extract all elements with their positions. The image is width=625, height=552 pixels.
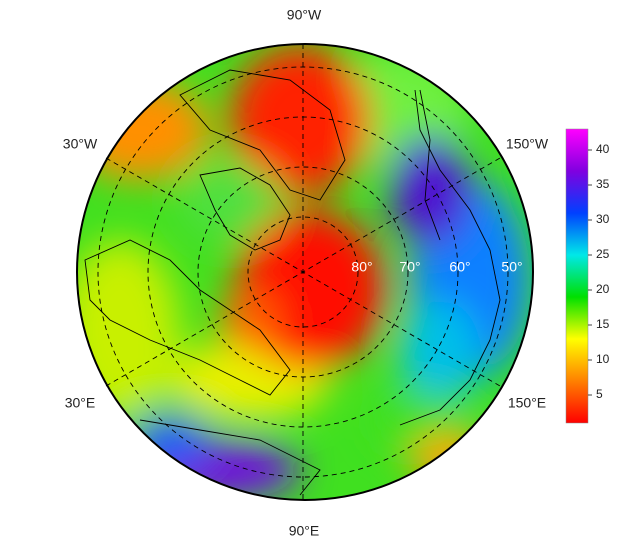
lat-label: 60°	[449, 259, 470, 275]
lon-label: 90°E	[289, 523, 320, 539]
lat-label: 70°	[399, 259, 420, 275]
lon-label: 30°E	[65, 395, 96, 411]
field	[77, 44, 533, 500]
coastlines	[84, 69, 501, 496]
graticule	[97, 44, 509, 500]
colorbar-tick-label: 35	[596, 177, 610, 191]
colorbar-tick-label: 10	[596, 352, 610, 366]
colorbar-tick-label: 30	[596, 212, 610, 226]
map-border	[76, 43, 534, 501]
lat-label: 80°	[351, 259, 372, 275]
colorbar-tick-label: 15	[596, 317, 610, 331]
lon-label: 90°W	[287, 7, 322, 23]
colorbar	[565, 128, 589, 424]
lon-label: 30°W	[63, 136, 98, 152]
lon-label: 150°E	[508, 395, 546, 411]
colorbar-tick-label: 5	[596, 387, 603, 401]
lon-label: 150°W	[506, 136, 549, 152]
lat-label: 50°	[501, 259, 522, 275]
colorbar-tick-label: 40	[596, 142, 610, 156]
colorbar-tick-label: 20	[596, 282, 610, 296]
colorbar-tick-label: 25	[596, 247, 610, 261]
